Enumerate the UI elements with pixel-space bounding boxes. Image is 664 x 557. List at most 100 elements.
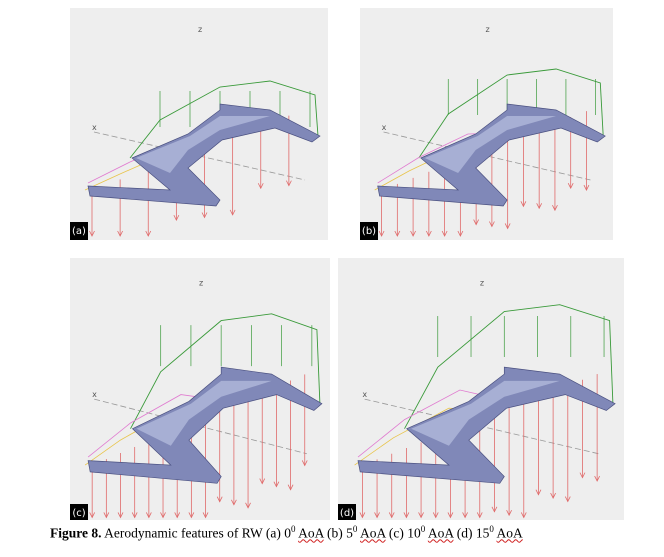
axis-label: x	[92, 123, 97, 132]
panel: z x (b)	[360, 8, 613, 240]
arrow-head	[457, 230, 464, 237]
caption-unit: AoA	[298, 525, 324, 541]
arrow-head	[388, 512, 395, 519]
force-outline	[418, 68, 604, 159]
arrow-head	[394, 230, 401, 237]
arrow-head	[594, 475, 600, 482]
wing-highlight	[136, 380, 272, 446]
arrow-head	[301, 460, 308, 467]
arrow-head	[287, 484, 294, 491]
arrow-head	[410, 230, 416, 237]
caption-unit: AoA	[427, 525, 454, 541]
panel: z x (a)	[70, 8, 328, 240]
caption-degree: 0	[290, 524, 296, 534]
arrow-head	[259, 478, 266, 485]
arrow-head	[489, 221, 495, 228]
arrow-head	[491, 506, 498, 513]
caption-label: Figure 8.	[50, 525, 102, 541]
panel-label: (b)	[362, 226, 376, 237]
arrow-head	[103, 512, 110, 519]
arrow-head	[378, 230, 385, 237]
arrow-head	[425, 230, 432, 237]
arrow-head	[567, 182, 574, 190]
arrow-head	[245, 502, 251, 509]
arrow-head	[359, 512, 366, 519]
caption-angle: 0	[284, 525, 291, 541]
arrow-head	[550, 492, 556, 499]
arrow-head	[432, 512, 439, 519]
caption-unit: AoA	[360, 525, 386, 541]
panel-label-box	[338, 504, 356, 520]
caption-degree: 0	[352, 524, 358, 534]
panel-label: (a)	[72, 226, 86, 237]
arrow-head	[229, 209, 236, 216]
wing	[357, 366, 616, 484]
force-outline	[404, 304, 614, 429]
arrow-head	[473, 219, 479, 226]
caption-angle: 10	[407, 525, 421, 541]
arrow-head	[520, 512, 527, 519]
axis-label: z	[480, 278, 484, 287]
arrow-head	[273, 481, 280, 488]
figure: z x (a) z x (b) z x (c) z x (d)	[70, 8, 624, 520]
arrow-head	[89, 512, 96, 519]
panel-label-box	[70, 222, 88, 240]
arrow-head	[257, 183, 264, 190]
arrow-head	[506, 509, 512, 517]
axis-label: z	[199, 278, 203, 287]
arrow-head	[173, 214, 180, 222]
panel-label: (c)	[72, 508, 85, 519]
panel-label: (d)	[340, 508, 354, 519]
arrow-head	[117, 230, 123, 237]
arrow-head	[552, 205, 558, 212]
axis-label: z	[198, 25, 202, 34]
force-outline	[130, 313, 321, 429]
arrow-head	[476, 512, 483, 519]
axis-label: x	[382, 123, 387, 132]
wing	[87, 366, 323, 484]
caption-item: (b)	[326, 525, 343, 541]
panel: z x (d)	[338, 258, 624, 520]
caption-text: Aerodynamic features of RW	[104, 525, 263, 541]
arrow-head	[579, 472, 586, 479]
arrow-head	[520, 201, 527, 208]
force-outline	[129, 80, 319, 159]
caption-angle: 15	[475, 525, 490, 541]
arrow-head	[462, 512, 468, 519]
wing-highlight	[411, 380, 560, 446]
caption-item: (d)	[456, 525, 473, 541]
arrow-head	[145, 512, 152, 519]
wing-highlight	[424, 116, 557, 173]
panel-label-box	[360, 222, 378, 240]
arrow-head	[504, 223, 511, 230]
arrow-head	[447, 512, 454, 519]
arrow-head	[174, 512, 181, 519]
caption: Figure 8. Aerodynamic features of RW (a)…	[50, 524, 523, 542]
wing	[87, 103, 321, 207]
arrow-head	[117, 512, 124, 519]
arrow-head	[564, 496, 571, 503]
caption-item: (c)	[388, 525, 404, 541]
caption-degree: 0	[489, 524, 494, 534]
arrow-head	[216, 496, 223, 503]
axis-label: x	[362, 390, 367, 399]
arrow-head	[145, 230, 152, 237]
arrow-head	[188, 512, 195, 519]
arrow-head	[403, 512, 410, 519]
axis-label: x	[92, 390, 97, 399]
wing	[377, 103, 606, 207]
wing-highlight	[136, 116, 270, 173]
caption-unit: AoA	[496, 525, 523, 541]
arrow-head	[89, 230, 95, 237]
arrow-head	[201, 212, 208, 219]
arrow-head	[374, 512, 380, 519]
panel-label-box	[70, 504, 88, 520]
arrow-head	[535, 489, 542, 496]
arrow-head	[286, 180, 292, 187]
axis-label: z	[486, 25, 490, 34]
caption-angle: 5	[346, 525, 353, 541]
arrow-head	[441, 230, 448, 237]
caption-item: (a)	[265, 525, 281, 541]
arrow-head	[202, 512, 209, 519]
